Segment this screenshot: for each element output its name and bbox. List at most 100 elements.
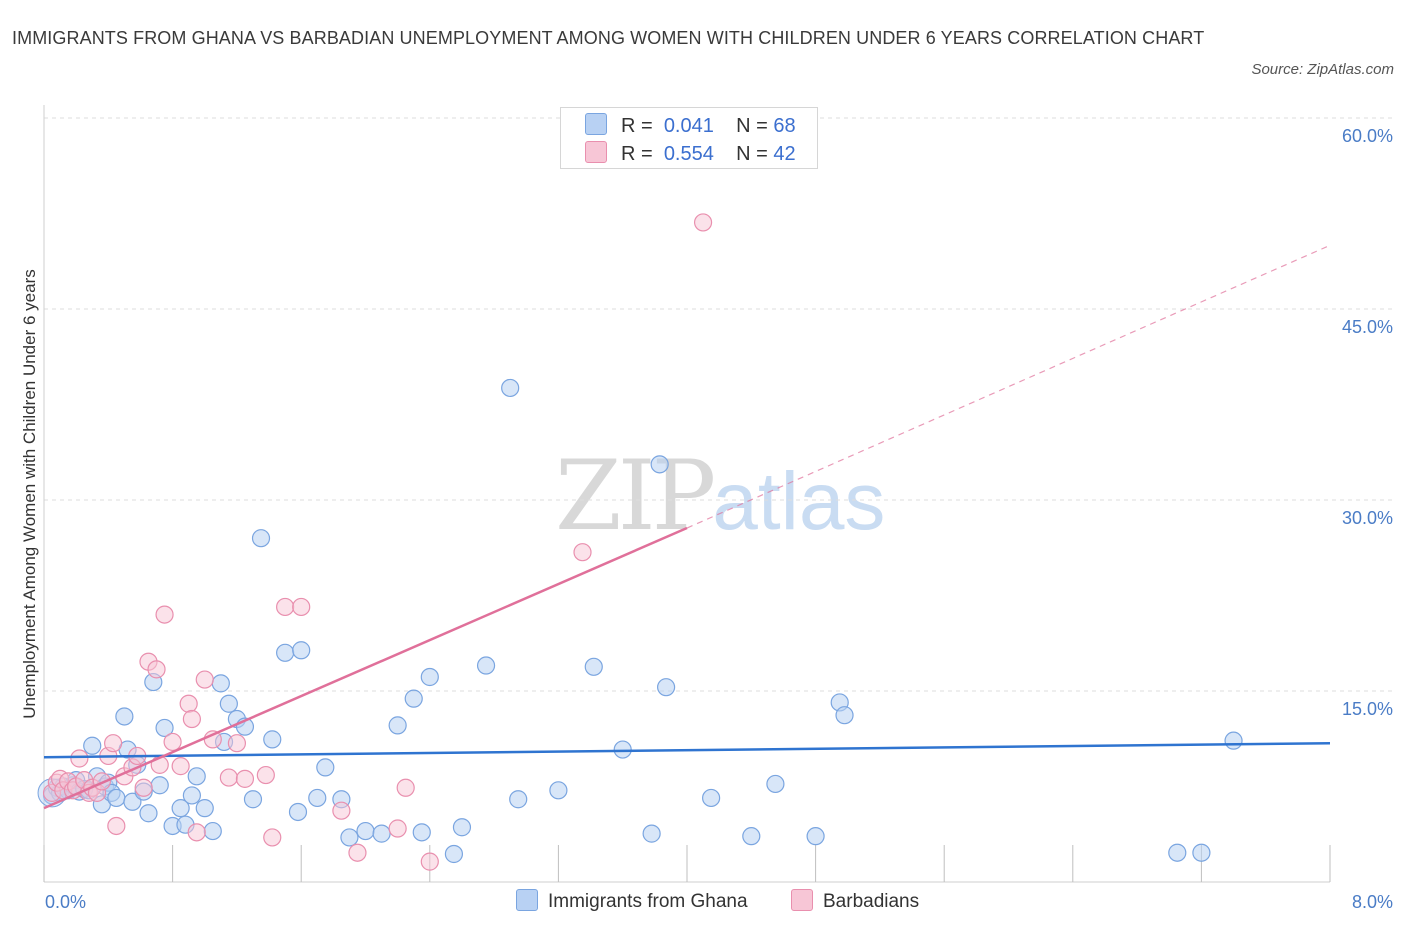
point-ghana (263, 730, 282, 749)
y-tick-label: 45.0% (1342, 317, 1393, 337)
legend-item-ghana[interactable]: Immigrants from Ghana (516, 889, 748, 913)
legend-n-value: 68 (773, 115, 796, 137)
legend-swatch-blue (516, 889, 538, 911)
point-ghana (107, 788, 126, 808)
point-ghana (251, 529, 271, 548)
point-ghana (420, 667, 439, 687)
point-ghana (549, 781, 568, 800)
point-ghana (372, 824, 391, 843)
watermark-atlas: atlas (712, 456, 886, 547)
watermark-zip: ZIP (555, 440, 716, 552)
legend-n-label: N = (736, 143, 768, 165)
point-ghana (806, 827, 825, 846)
point-barbadians (107, 816, 126, 836)
point-barbadians (276, 597, 295, 617)
point-ghana (316, 758, 335, 777)
trend-lines (43, 244, 1331, 810)
point-barbadians (348, 843, 367, 862)
point-ghana (650, 455, 669, 474)
point-ghana (501, 378, 520, 398)
legend-swatch-blue (585, 113, 607, 135)
point-ghana (509, 790, 528, 809)
y-tick-label: 60.0% (1342, 126, 1393, 146)
legend-label-barbadians: Barbadians (823, 891, 920, 912)
point-ghana (613, 740, 632, 759)
legend-r-label: R = (621, 143, 653, 165)
point-ghana (219, 694, 238, 713)
point-ghana (211, 674, 230, 693)
series-ghana-points (37, 378, 1243, 864)
point-barbadians (155, 605, 174, 624)
tick-labels: 15.0% 30.0% 45.0% 60.0% 0.0% 8.0% Unemployment… (20, 126, 1393, 912)
legend-n-value: 42 (773, 143, 796, 165)
point-barbadians (396, 778, 415, 797)
point-barbadians (219, 768, 238, 787)
point-barbadians (693, 213, 713, 232)
point-barbadians (147, 660, 166, 679)
trend-barbadians (43, 526, 688, 810)
point-ghana (388, 716, 407, 735)
point-barbadians (163, 732, 182, 752)
point-ghana (702, 788, 721, 808)
point-ghana (584, 657, 603, 676)
point-barbadians (292, 597, 311, 617)
point-ghana (452, 818, 472, 837)
x-tick-label-min: 0.0% (45, 892, 86, 912)
legend-r-value: 0.041 (663, 115, 714, 137)
legend-r-value: 0.554 (663, 143, 714, 165)
point-ghana (115, 707, 134, 726)
point-ghana (276, 643, 295, 662)
point-ghana (171, 799, 190, 818)
legend-row-barbadians: R = 0.554 N = 42 (585, 141, 796, 165)
series-barbadians-points (42, 213, 713, 871)
point-barbadians (70, 749, 89, 768)
y-tick-label: 30.0% (1342, 508, 1393, 528)
point-ghana (123, 792, 142, 811)
legend-label-ghana: Immigrants from Ghana (548, 891, 748, 912)
legend-item-barbadians[interactable]: Barbadians (791, 889, 919, 913)
point-barbadians (171, 757, 190, 776)
legend-swatch-pink (585, 141, 607, 163)
point-barbadians (134, 778, 153, 797)
point-ghana (657, 678, 676, 697)
x-tick-label-max: 8.0% (1352, 892, 1393, 912)
point-barbadians (332, 801, 351, 820)
point-ghana (292, 641, 311, 660)
point-ghana (83, 736, 102, 755)
point-barbadians (179, 694, 198, 713)
point-ghana (1192, 843, 1211, 862)
point-barbadians (235, 769, 255, 788)
point-ghana (243, 790, 263, 809)
point-ghana (195, 799, 214, 818)
point-barbadians (195, 670, 214, 689)
legend-r-label: R = (621, 115, 653, 137)
y-tick-label: 15.0% (1342, 699, 1393, 719)
legend-n-label: N = (736, 115, 768, 137)
trend-barbadians-extrapolated (686, 244, 1331, 529)
watermark: ZIPatlas (555, 440, 885, 552)
point-ghana (404, 689, 423, 708)
point-ghana (308, 788, 327, 808)
point-barbadians (420, 852, 439, 871)
chart-source: Source: ZipAtlas.com (1251, 61, 1394, 78)
point-ghana (835, 706, 854, 725)
point-barbadians (263, 828, 282, 847)
stats-legend: R = 0.041 N = 68 R = 0.554 N = 42 (560, 107, 818, 169)
point-ghana (340, 828, 359, 847)
point-ghana (412, 823, 431, 842)
point-ghana (150, 776, 169, 795)
point-barbadians (388, 819, 407, 838)
chart-title: IMMIGRANTS FROM GHANA VS BARBADIAN UNEMP… (12, 28, 1205, 48)
point-barbadians (256, 765, 275, 785)
point-ghana (444, 844, 464, 864)
point-ghana (187, 767, 206, 786)
point-ghana (1224, 731, 1243, 750)
point-ghana (139, 804, 158, 823)
point-ghana (766, 774, 785, 794)
point-barbadians (182, 709, 201, 729)
point-ghana (182, 786, 201, 805)
legend-row-ghana: R = 0.041 N = 68 (585, 113, 796, 137)
grid (44, 117, 1395, 692)
point-barbadians (187, 823, 206, 842)
